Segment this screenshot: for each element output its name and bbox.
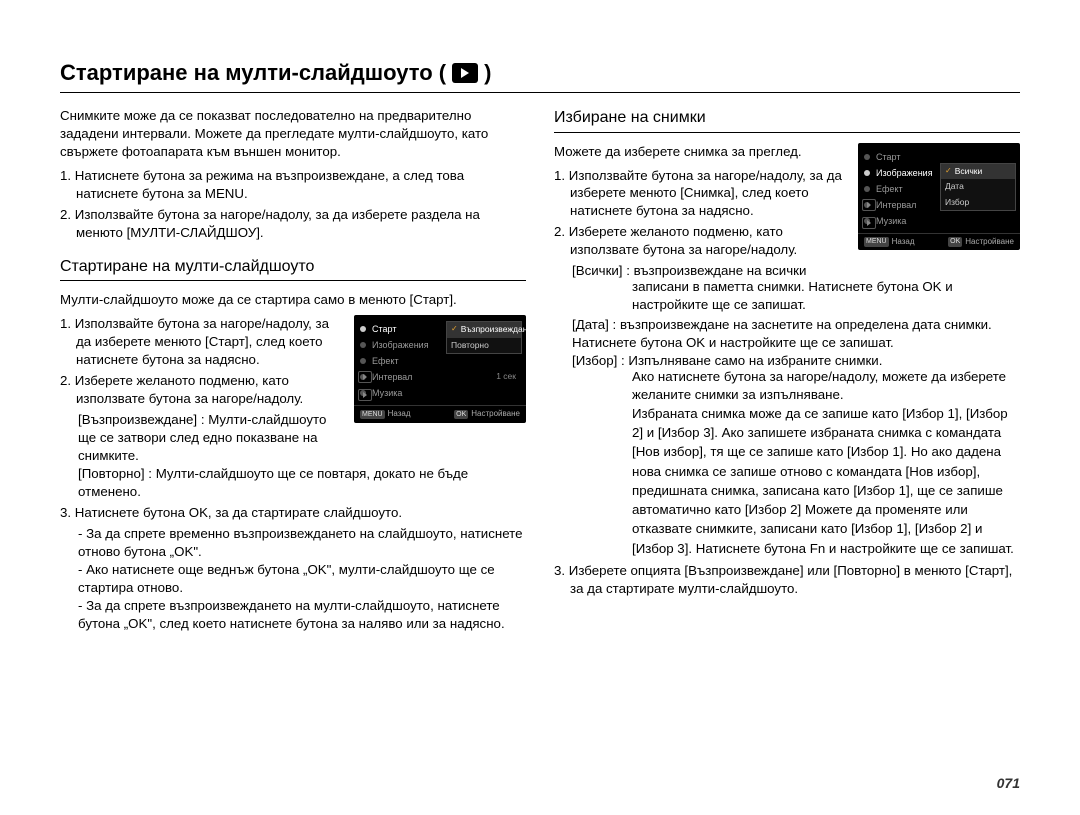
menu-btn-tag-r: MENU <box>864 237 889 246</box>
page-title: Стартиране на мулти-слайдшоуто ( ) <box>60 60 1020 92</box>
left-repeat-line: [Повторно] : Мулти-слайдшоуто ще се повт… <box>60 465 526 501</box>
menu-screenshot-left: Старт Изображения Ефект Интервал1 сек Му… <box>354 315 526 423</box>
repeat-label: [Повторно] : <box>78 466 152 481</box>
right-step3-list: 3. Изберете опцията [Възпроизвеждане] ил… <box>554 562 1020 598</box>
msr-sub-all: Всички <box>941 164 1015 179</box>
play-icon-2 <box>358 389 372 401</box>
right-step-1: 1. Използвайте бутона за нагоре/надолу, … <box>554 167 848 221</box>
play-icon-r2 <box>862 217 876 229</box>
right-sel-detail: Ако натиснете бутона за нагоре/надолу, м… <box>554 368 1020 404</box>
ms-row-effect: Ефект <box>354 353 526 369</box>
page: Стартиране на мулти-слайдшоуто ( ) Снимк… <box>0 0 1080 673</box>
menu-btn-tag: MENU <box>360 410 385 419</box>
sel-label: [Избор] : <box>572 353 625 368</box>
columns: Снимките може да се показват последовате… <box>60 107 1020 633</box>
right-all-cont: записани в паметта снимки. Натиснете бут… <box>554 278 1020 314</box>
play-icon-r <box>862 199 876 211</box>
left-column: Снимките може да се показват последовате… <box>60 107 526 633</box>
play-icon <box>358 371 372 383</box>
left-step-3: 3. Натиснете бутона OK, за да стартирате… <box>60 504 526 522</box>
ms-footer-right: MENUНазад OKНастройване <box>858 233 1020 251</box>
right-step-3: 3. Изберете опцията [Възпроизвеждане] ил… <box>554 562 1020 598</box>
right-steps-list: 1. Използвайте бутона за нагоре/надолу, … <box>554 167 848 260</box>
menu-screenshot-right: Старт Изображения Ефект Интервал Музика … <box>858 143 1020 251</box>
left-top-step-1: 1. Натиснете бутона за режима на възпрои… <box>60 167 526 203</box>
title-text-b: ) <box>484 60 491 86</box>
date-label: [Дата] : <box>572 317 616 332</box>
right-intro: Можете да изберете снимка за преглед. <box>554 143 848 161</box>
sel-text: Изпълняване само на избраните снимки. <box>628 353 882 368</box>
ok-btn-tag: OK <box>454 410 468 419</box>
left-text-with-shot: 1. Използвайте бутона за нагоре/надолу, … <box>60 315 526 465</box>
right-sel-long: Избраната снимка може да се запише като … <box>554 404 1020 558</box>
left-top-steps: 1. Натиснете бутона за режима на възпрои… <box>60 167 526 242</box>
right-section-heading: Избиране на снимки <box>554 107 1020 133</box>
ms-footer-left: MENUНазад OKНастройване <box>354 405 526 423</box>
left-sub-intro: Мулти-слайдшоуто може да се стартира сам… <box>60 291 526 309</box>
right-steps-text: Можете да изберете снимка за преглед. 1.… <box>554 143 848 281</box>
ms-row-interval: Интервал1 сек <box>354 369 526 385</box>
left-step3-list: 3. Натиснете бутона OK, за да стартирате… <box>60 504 526 522</box>
left-step-1: 1. Използвайте бутона за нагоре/надолу, … <box>60 315 344 369</box>
left-step3-sub2: - Ако натиснете още веднъж бутона „OK", … <box>60 561 526 597</box>
right-column: Избиране на снимки Можете да изберете сн… <box>554 107 1020 633</box>
slideshow-icon <box>452 63 478 83</box>
right-step-2: 2. Изберете желаното подменю, като изпол… <box>554 223 848 259</box>
msr-sub-date: Дата <box>941 179 1015 194</box>
left-steps-text: 1. Използвайте бутона за нагоре/надолу, … <box>60 315 344 465</box>
left-step-2b: [Възпроизвеждане] : Мулти-слайдшоуто ще … <box>60 411 344 465</box>
left-section-heading: Стартиране на мулти-слайдшоуто <box>60 256 526 282</box>
ms-row-music: Музика <box>354 385 526 401</box>
left-step3-sub1: - За да спрете временно възпроизвежданет… <box>60 525 526 561</box>
page-number: 071 <box>997 775 1020 791</box>
right-date-line: [Дата] : възпроизвеждане на заснетите на… <box>554 316 1020 352</box>
left-steps-list: 1. Използвайте бутона за нагоре/надолу, … <box>60 315 344 408</box>
title-divider <box>60 92 1020 93</box>
right-text-with-shot: Можете да изберете снимка за преглед. 1.… <box>554 143 1020 281</box>
msr-sub-select: Избор <box>941 195 1015 210</box>
date-text: възпроизвеждане на заснетите на определе… <box>572 317 992 350</box>
left-top-step-2: 2. Използвайте бутона за нагоре/надолу, … <box>60 206 526 242</box>
all-label: [Всички] : <box>572 263 630 278</box>
title-text-a: Стартиране на мулти-слайдшоуто ( <box>60 60 446 86</box>
msr-row-music: Музика <box>858 213 1020 229</box>
msr-side-icons <box>862 199 876 229</box>
ms-submenu-right: Всички Дата Избор <box>940 163 1016 211</box>
left-intro: Снимките може да се показват последовате… <box>60 107 526 161</box>
all-text-inline: възпроизвеждане на всички <box>634 263 807 278</box>
ms-sub-play: Възпроизвеждане <box>447 322 521 337</box>
left-step-2a: 2. Изберете желаното подменю, като изпол… <box>60 372 344 408</box>
ms-sub-repeat: Повторно <box>447 338 521 353</box>
ok-btn-tag-r: OK <box>948 237 962 246</box>
ms-side-icons <box>358 371 372 401</box>
ms-submenu-left: Възпроизвеждане Повторно <box>446 321 522 354</box>
left-step3-sub3: - За да спрете възпроизвеждането на мулт… <box>60 597 526 633</box>
